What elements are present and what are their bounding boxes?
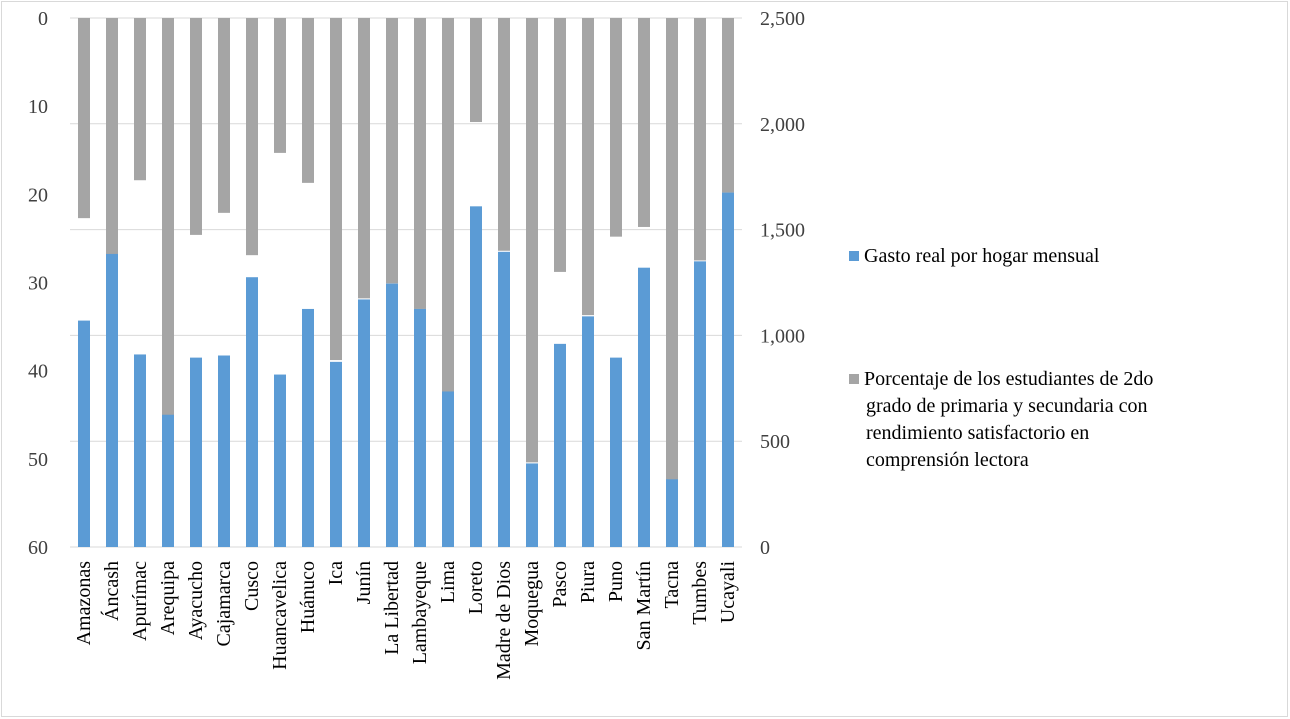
category-label: Tacna — [661, 561, 683, 609]
category-label: Apurímac — [129, 561, 151, 641]
gridlines — [70, 17, 742, 548]
bar-gasto — [498, 251, 510, 547]
bar-porcentaje — [638, 18, 650, 227]
bar-porcentaje — [526, 18, 538, 463]
bar-gasto — [554, 343, 566, 547]
category-label: La Libertad — [381, 561, 403, 655]
right-tick-label: 1,000 — [760, 325, 805, 347]
left-tick-label: 60 — [28, 537, 48, 559]
legend-label: Porcentaje de los estudiantes de 2do grad… — [864, 368, 1153, 471]
bar-gasto — [134, 354, 146, 547]
category-label: Pasco — [549, 561, 571, 608]
right-tick-label: 1,500 — [760, 220, 805, 242]
legend-swatch — [849, 374, 859, 384]
bar-porcentaje — [302, 18, 314, 183]
category-label: Lambayeque — [409, 561, 431, 664]
bar-porcentaje — [582, 18, 594, 316]
bar-gasto — [414, 308, 426, 547]
bar-gasto — [526, 463, 538, 547]
bar-porcentaje — [442, 18, 454, 393]
category-label: Ayacucho — [185, 561, 207, 640]
category-label: Cusco — [241, 561, 263, 611]
bar-porcentaje — [78, 18, 90, 219]
bar-gasto — [274, 374, 286, 547]
category-label: Cajamarca — [213, 561, 235, 647]
bar-porcentaje — [610, 18, 622, 237]
legend-swatch — [849, 251, 859, 261]
bar-gasto — [358, 299, 370, 547]
left-tick-label: 0 — [38, 8, 48, 30]
category-label: Ucayali — [717, 561, 739, 624]
bar-porcentaje — [246, 18, 258, 256]
bar-porcentaje — [666, 18, 678, 483]
bar-gasto — [386, 283, 398, 547]
bar-porcentaje — [414, 18, 426, 309]
bar-gasto — [722, 192, 734, 547]
bars — [78, 18, 734, 547]
bar-gasto — [246, 277, 258, 547]
bar-porcentaje — [470, 18, 482, 123]
bar-porcentaje — [722, 18, 734, 193]
bar-gasto — [582, 316, 594, 547]
bar-gasto — [78, 320, 90, 547]
category-label: Huánuco — [297, 561, 319, 633]
legend: Gasto real por hogar mensual Porcentaje d… — [849, 245, 1153, 471]
bar-gasto — [470, 206, 482, 547]
left-tick-label: 40 — [28, 361, 48, 383]
category-label: Loreto — [465, 561, 487, 614]
category-label: Junín — [353, 561, 375, 604]
category-label: Tumbes — [689, 561, 711, 625]
bar-porcentaje — [694, 18, 706, 261]
left-tick-label: 10 — [28, 96, 48, 118]
right-tick-label: 0 — [760, 537, 770, 559]
bar-porcentaje — [274, 18, 286, 153]
category-label: Ica — [325, 561, 347, 586]
bar-porcentaje — [554, 18, 566, 272]
left-axis-ticks: 0 10 20 30 40 50 60 — [28, 8, 48, 559]
bar-gasto — [330, 361, 342, 547]
category-label: Áncash — [100, 561, 123, 621]
bar-porcentaje — [134, 18, 146, 181]
right-axis-ticks: 0 500 1,000 1,500 2,000 2,500 — [760, 8, 805, 559]
right-tick-label: 2,000 — [760, 114, 805, 136]
category-label: Amazonas — [73, 561, 95, 646]
bar-gasto — [442, 391, 454, 547]
bar-porcentaje — [106, 18, 118, 255]
right-tick-label: 500 — [760, 431, 790, 453]
category-label: Madre de Dios — [493, 561, 515, 680]
bar-porcentaje — [498, 18, 510, 251]
category-label: Huancavelica — [269, 561, 291, 670]
right-tick-label: 2,500 — [760, 8, 805, 30]
bar-porcentaje — [330, 18, 342, 361]
bar-gasto — [106, 253, 118, 547]
category-label: Lima — [437, 561, 459, 603]
category-label: Arequipa — [157, 561, 179, 636]
bar-porcentaje — [218, 18, 230, 213]
category-label: San Martín — [633, 561, 655, 650]
left-tick-label: 30 — [28, 273, 48, 295]
bar-gasto — [694, 261, 706, 547]
bar-gasto — [610, 357, 622, 547]
bar-porcentaje — [358, 18, 370, 299]
category-label: Puno — [605, 561, 627, 602]
category-labels: Amazonas Áncash Apurímac Arequipa Ayacucho Ca… — [73, 561, 739, 680]
bar-gasto — [638, 267, 650, 547]
bar-gasto — [218, 355, 230, 547]
left-tick-label: 20 — [28, 184, 48, 206]
bar-gasto — [190, 357, 202, 547]
bar-porcentaje — [190, 18, 202, 235]
left-tick-label: 50 — [28, 449, 48, 471]
bar-porcentaje — [386, 18, 398, 284]
bar-porcentaje — [162, 18, 174, 419]
bar-gasto — [302, 308, 314, 547]
legend-label: Gasto real por hogar mensual — [864, 245, 1100, 267]
bar-gasto — [666, 479, 678, 547]
category-label: Piura — [577, 561, 599, 603]
bar-gasto — [162, 414, 174, 547]
category-label: Moquegua — [521, 561, 543, 647]
